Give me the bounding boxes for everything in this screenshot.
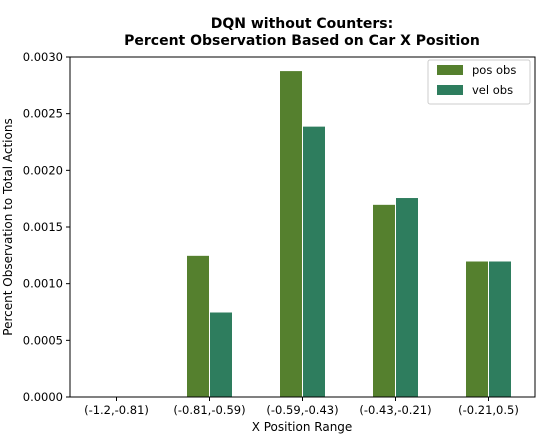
y-axis-ticks: 0.0000 0.0005 0.0010 0.0015 0.0020 0.0025 0.00… [23, 50, 70, 404]
y-axis-label: Percent Observation to Total Actions [1, 118, 15, 335]
y-tick-label: 0.0015 [23, 220, 63, 234]
x-axis-ticks: (-1.2,-0.81) (-0.81,-0.59) (-0.59,-0.43) (-… [84, 397, 519, 417]
legend-swatch-vel-obs [437, 85, 463, 95]
bar-vel-obs-3 [395, 197, 419, 398]
bar-vel-obs-2 [302, 125, 326, 398]
chart-title-line-1: DQN without Counters: [211, 16, 394, 32]
y-tick-label: 0.0020 [23, 163, 63, 177]
y-tick-label: 0.0030 [23, 50, 63, 64]
bar-pos-obs-1 [186, 254, 210, 398]
y-tick-label: 0.0010 [23, 277, 63, 291]
x-tick-label: (-0.59,-0.43) [266, 403, 338, 417]
x-tick-label: (-0.21,0.5) [458, 403, 519, 417]
legend-label-pos-obs: pos obs [472, 63, 516, 77]
y-tick-label: 0.0025 [23, 107, 63, 121]
bar-vel-obs-1 [209, 311, 233, 398]
bars-group [186, 70, 512, 398]
plot-frame [69, 56, 536, 398]
bar-vel-obs-4 [488, 260, 512, 398]
legend: pos obs vel obs [427, 59, 531, 105]
bar-pos-obs-3 [372, 203, 396, 398]
x-axis-label: X Position Range [252, 420, 353, 434]
x-tick-label: (-0.81,-0.59) [173, 403, 245, 417]
bar-pos-obs-4 [465, 260, 489, 398]
legend-label-vel-obs: vel obs [472, 83, 513, 97]
x-tick-label: (-1.2,-0.81) [84, 403, 149, 417]
x-tick-label: (-0.43,-0.21) [359, 403, 431, 417]
bar-pos-obs-2 [279, 70, 303, 398]
chart-title-line-2: Percent Observation Based on Car X Posit… [124, 33, 480, 49]
legend-swatch-pos-obs [437, 65, 463, 75]
y-tick-label: 0.0005 [23, 333, 63, 347]
y-tick-label: 0.0000 [23, 390, 63, 404]
